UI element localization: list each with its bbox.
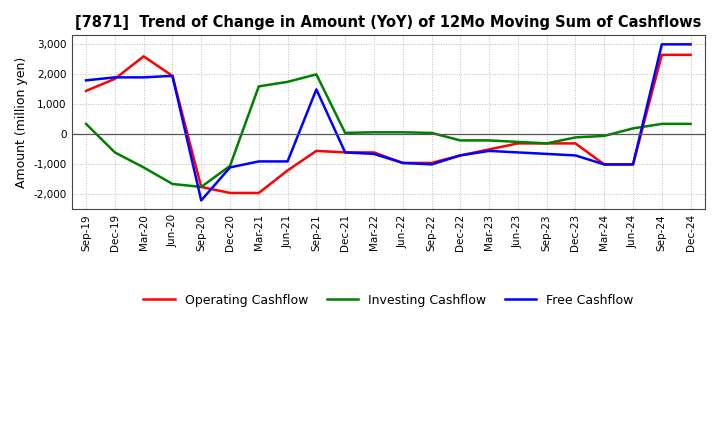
Investing Cashflow [513, 139, 522, 145]
Operating Cashflow [657, 52, 666, 58]
Investing Cashflow [341, 130, 349, 136]
Free Cashflow [456, 153, 464, 158]
Operating Cashflow [456, 153, 464, 158]
Line: Investing Cashflow: Investing Cashflow [86, 74, 690, 187]
Y-axis label: Amount (million yen): Amount (million yen) [15, 57, 28, 188]
Free Cashflow [111, 75, 120, 80]
Operating Cashflow [254, 191, 263, 196]
Operating Cashflow [341, 150, 349, 155]
Investing Cashflow [456, 138, 464, 143]
Investing Cashflow [82, 121, 91, 127]
Free Cashflow [513, 150, 522, 155]
Line: Free Cashflow: Free Cashflow [86, 44, 690, 201]
Investing Cashflow [197, 184, 205, 190]
Investing Cashflow [629, 126, 637, 131]
Free Cashflow [600, 162, 608, 167]
Free Cashflow [168, 73, 176, 78]
Operating Cashflow [513, 141, 522, 146]
Investing Cashflow [686, 121, 695, 127]
Free Cashflow [283, 159, 292, 164]
Operating Cashflow [542, 141, 551, 146]
Investing Cashflow [225, 163, 234, 169]
Investing Cashflow [168, 181, 176, 187]
Investing Cashflow [369, 130, 378, 135]
Investing Cashflow [312, 72, 320, 77]
Operating Cashflow [571, 141, 580, 146]
Free Cashflow [485, 148, 493, 154]
Investing Cashflow [398, 130, 407, 135]
Line: Operating Cashflow: Operating Cashflow [86, 55, 690, 193]
Title: [7871]  Trend of Change in Amount (YoY) of 12Mo Moving Sum of Cashflows: [7871] Trend of Change in Amount (YoY) o… [75, 15, 701, 30]
Operating Cashflow [168, 73, 176, 78]
Free Cashflow [139, 75, 148, 80]
Free Cashflow [686, 42, 695, 47]
Investing Cashflow [485, 138, 493, 143]
Operating Cashflow [139, 54, 148, 59]
Operating Cashflow [369, 150, 378, 155]
Operating Cashflow [225, 191, 234, 196]
Free Cashflow [82, 78, 91, 83]
Investing Cashflow [427, 130, 436, 136]
Free Cashflow [427, 162, 436, 167]
Free Cashflow [254, 159, 263, 164]
Free Cashflow [197, 198, 205, 203]
Investing Cashflow [600, 133, 608, 139]
Operating Cashflow [686, 52, 695, 58]
Free Cashflow [312, 87, 320, 92]
Legend: Operating Cashflow, Investing Cashflow, Free Cashflow: Operating Cashflow, Investing Cashflow, … [138, 289, 639, 312]
Operating Cashflow [629, 162, 637, 167]
Investing Cashflow [571, 135, 580, 140]
Free Cashflow [571, 153, 580, 158]
Free Cashflow [398, 160, 407, 165]
Investing Cashflow [657, 121, 666, 127]
Free Cashflow [542, 151, 551, 157]
Free Cashflow [341, 150, 349, 155]
Operating Cashflow [427, 160, 436, 165]
Free Cashflow [369, 151, 378, 157]
Operating Cashflow [600, 162, 608, 167]
Investing Cashflow [542, 141, 551, 146]
Investing Cashflow [139, 165, 148, 170]
Operating Cashflow [82, 88, 91, 94]
Free Cashflow [225, 165, 234, 170]
Operating Cashflow [485, 147, 493, 152]
Investing Cashflow [283, 79, 292, 84]
Investing Cashflow [254, 84, 263, 89]
Investing Cashflow [111, 150, 120, 155]
Operating Cashflow [197, 184, 205, 190]
Operating Cashflow [398, 160, 407, 165]
Operating Cashflow [312, 148, 320, 154]
Operating Cashflow [283, 168, 292, 173]
Free Cashflow [629, 162, 637, 167]
Free Cashflow [657, 42, 666, 47]
Operating Cashflow [111, 76, 120, 81]
